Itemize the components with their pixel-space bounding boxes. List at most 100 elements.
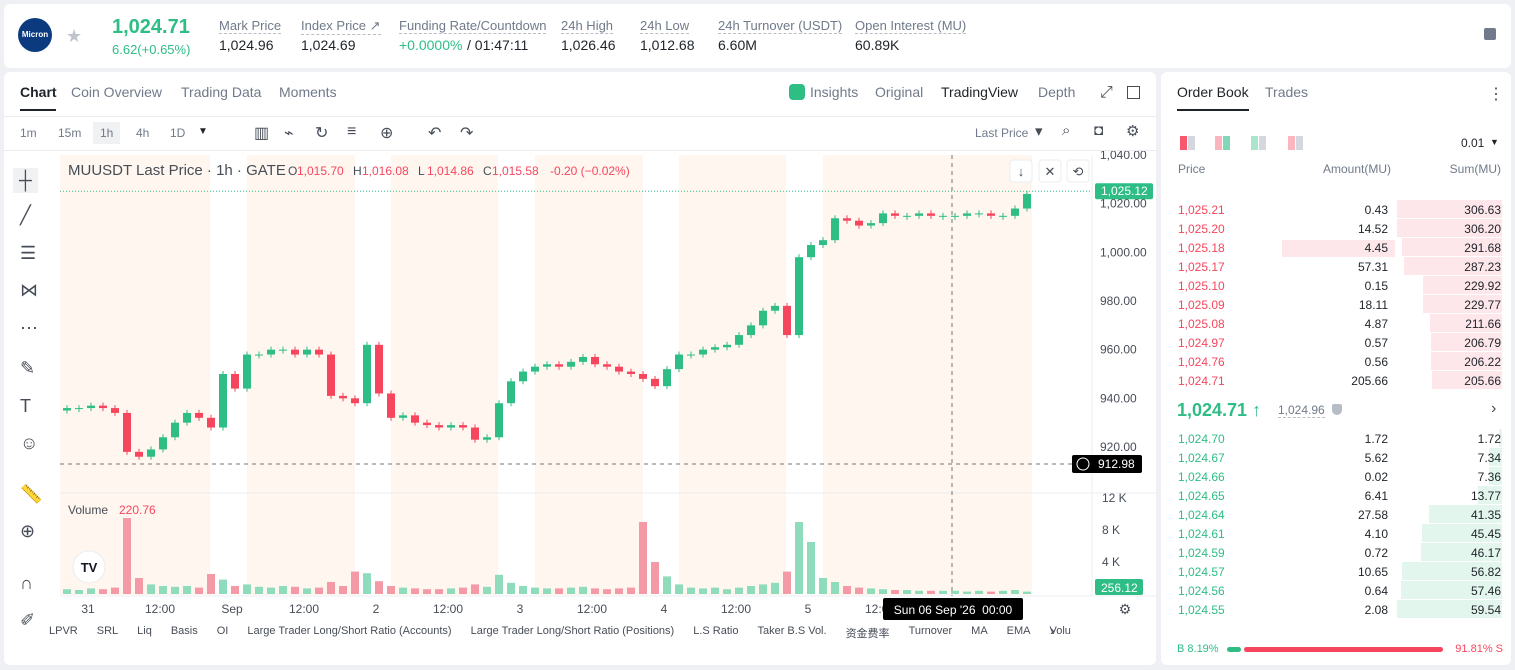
ob-view-icon[interactable]	[1223, 136, 1230, 150]
tool-icon[interactable]: ⊕	[380, 125, 394, 142]
dropdown[interactable]: ▼	[1490, 137, 1499, 147]
layout-icon[interactable]	[1484, 28, 1496, 40]
indicator[interactable]: LPVR	[49, 625, 78, 637]
indicator[interactable]: 资金费率	[845, 628, 890, 640]
candle	[351, 398, 359, 404]
tool-icon[interactable]: ↷	[460, 125, 474, 142]
chart-tab[interactable]: Chart	[20, 84, 57, 100]
ob-price: 1,024.71	[1178, 374, 1225, 388]
ob-view-icon[interactable]	[1251, 136, 1258, 150]
interval[interactable]: 15m	[58, 126, 82, 140]
chart-tab[interactable]: Coin Overview	[71, 84, 163, 100]
candle	[999, 215, 1007, 217]
dropdown[interactable]: ▼	[198, 126, 208, 137]
y-tick-label: 920.00	[1100, 440, 1137, 454]
draw-tool[interactable]: ✎	[20, 358, 36, 378]
draw-tool[interactable]: ☰	[20, 243, 37, 263]
ob-view-icon[interactable]	[1215, 136, 1222, 150]
tool-icon[interactable]: ⌁	[284, 125, 294, 142]
view-tab[interactable]: TradingView	[941, 84, 1019, 100]
draw-tool[interactable]: ✐	[20, 610, 36, 630]
volume-bar	[855, 587, 863, 594]
ob-amount: 27.58	[1357, 508, 1388, 522]
more-arrow[interactable]: ›	[1050, 622, 1055, 638]
draw-tool[interactable]: ⋯	[20, 318, 38, 338]
tool-icon[interactable]: ◘	[1094, 122, 1104, 139]
last-price-text: 1,025.12	[1101, 184, 1148, 198]
indicator[interactable]: Turnover	[908, 625, 953, 637]
ob-header: Sum(MU)	[1449, 162, 1501, 176]
interval[interactable]: 1m	[20, 126, 37, 140]
draw-tool[interactable]: ∩	[20, 573, 33, 593]
x-tick-label: 12:00	[145, 602, 175, 616]
ob-view-icon[interactable]	[1188, 136, 1195, 150]
tool-icon[interactable]: ↻	[315, 125, 329, 142]
ob-view-icon[interactable]	[1296, 136, 1303, 150]
volume-bar	[903, 590, 911, 594]
ob-tab[interactable]: Trades	[1265, 84, 1309, 100]
tool-icon[interactable]: ↶	[428, 125, 442, 142]
view-tab[interactable]: Insights	[810, 84, 859, 100]
indicator[interactable]: SRL	[96, 625, 119, 637]
cross-time-badge	[883, 598, 1023, 620]
session-band	[535, 155, 643, 595]
indicator[interactable]: Large Trader Long/Short Ratio (Positions…	[470, 625, 675, 637]
draw-tool[interactable]: ┼	[13, 168, 38, 193]
volume-bar	[615, 588, 623, 594]
volume-bar	[675, 584, 683, 594]
indicator[interactable]: L.S Ratio	[693, 625, 739, 637]
indicator[interactable]: Volu	[1049, 625, 1071, 637]
favorite-star[interactable]: ★	[66, 26, 83, 46]
tool-icon[interactable]: ▾	[1035, 123, 1043, 140]
tool-icon[interactable]: ≡	[347, 123, 357, 140]
tool-icon[interactable]: ▥	[254, 125, 270, 142]
indicator[interactable]: OI	[216, 625, 229, 637]
candle	[831, 218, 839, 241]
ob-price: 1,024.64	[1178, 508, 1225, 522]
draw-tool[interactable]: T	[20, 396, 31, 416]
draw-tool[interactable]: 📏	[20, 484, 43, 504]
volume-bar	[351, 571, 359, 594]
tool-icon[interactable]: ⚙	[1126, 123, 1140, 140]
precision[interactable]: 0.01	[1461, 136, 1485, 150]
indicator[interactable]: Basis	[170, 625, 198, 637]
indicator[interactable]: EMA	[1006, 625, 1031, 637]
view-tab[interactable]: Original	[875, 84, 924, 100]
view-tab[interactable]: Depth	[1038, 84, 1076, 100]
chart-tab[interactable]: Moments	[279, 84, 337, 100]
draw-tool[interactable]: ⊕	[20, 521, 36, 541]
draw-tool[interactable]: ⋈	[20, 280, 38, 300]
volume-bar	[519, 586, 527, 594]
ob-tab[interactable]: Order Book	[1177, 84, 1249, 100]
window-icon[interactable]	[1127, 86, 1140, 99]
volume-bar	[363, 573, 371, 594]
volume-bar	[375, 581, 383, 594]
draw-tool[interactable]: ☺	[20, 433, 39, 453]
arrow-right[interactable]: ›	[1491, 400, 1497, 417]
volume-bar	[291, 586, 299, 594]
interval[interactable]: 1D	[170, 126, 186, 140]
indicator[interactable]: MA	[971, 625, 988, 637]
chart-tab[interactable]: Trading Data	[181, 84, 262, 100]
ob-view-icon[interactable]	[1288, 136, 1295, 150]
interval[interactable]: 4h	[136, 126, 150, 140]
interval[interactable]: 1h	[93, 122, 121, 144]
indicator[interactable]: Taker B.S Vol.	[757, 625, 827, 637]
volume-bar	[99, 589, 107, 594]
indicator[interactable]: Large Trader Long/Short Ratio (Accounts)	[247, 625, 452, 637]
candle	[435, 425, 443, 428]
ob-header: Amount(MU)	[1322, 162, 1391, 176]
more-icon[interactable]: ⋮	[1488, 86, 1504, 103]
price-type[interactable]: Last Price	[975, 126, 1029, 140]
ob-view-icon[interactable]	[1259, 136, 1266, 150]
ob-view-icon[interactable]	[1180, 136, 1187, 150]
candle	[927, 213, 935, 216]
indicator[interactable]: Liq	[137, 625, 152, 637]
volume-bar	[735, 587, 743, 594]
chart-button	[1009, 159, 1033, 183]
draw-tool[interactable]: ╱	[20, 205, 31, 225]
volume-bar	[687, 587, 695, 594]
expand-icon[interactable]: ⤢	[1100, 84, 1113, 101]
tool-icon[interactable]: ⌕	[1062, 122, 1071, 139]
